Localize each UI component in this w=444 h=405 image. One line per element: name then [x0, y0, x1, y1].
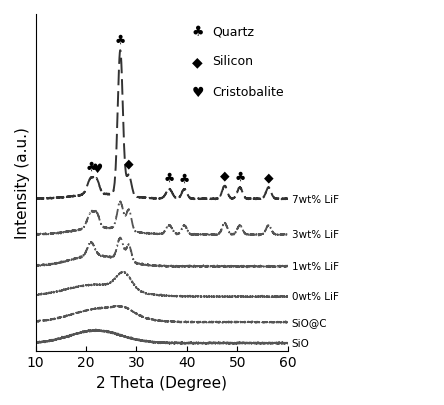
Text: ◆: ◆: [192, 55, 202, 69]
Text: ◆: ◆: [220, 169, 230, 182]
Text: Cristobalite: Cristobalite: [212, 85, 284, 98]
Text: SiO: SiO: [292, 338, 309, 348]
Text: 7wt% LiF: 7wt% LiF: [292, 194, 339, 204]
Text: 3wt% LiF: 3wt% LiF: [292, 230, 339, 240]
Text: ♣: ♣: [192, 25, 204, 39]
Text: SiO@C: SiO@C: [292, 317, 327, 327]
Text: 1wt% LiF: 1wt% LiF: [292, 262, 339, 271]
Text: ♣: ♣: [234, 170, 246, 183]
Text: ♥: ♥: [91, 162, 103, 175]
Text: ♣: ♣: [85, 160, 97, 173]
Text: Silicon: Silicon: [212, 55, 253, 68]
X-axis label: 2 Theta (Degree): 2 Theta (Degree): [96, 375, 227, 390]
Text: ♥: ♥: [192, 85, 204, 100]
Text: ◆: ◆: [264, 171, 274, 183]
Text: ◆: ◆: [124, 158, 134, 171]
Text: ♣: ♣: [178, 172, 190, 185]
Text: 0wt% LiF: 0wt% LiF: [292, 292, 339, 302]
Y-axis label: Intensity (a.u.): Intensity (a.u.): [15, 127, 30, 239]
Text: ♣: ♣: [115, 34, 126, 47]
Text: ♣: ♣: [163, 172, 175, 185]
Text: Quartz: Quartz: [212, 25, 254, 38]
